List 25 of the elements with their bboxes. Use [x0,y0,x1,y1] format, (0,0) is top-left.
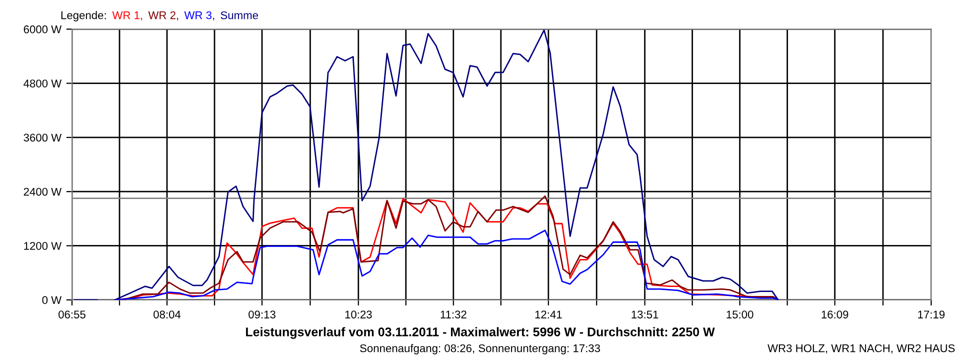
y-tick-label: 4800 W [24,80,62,88]
y-tick-label: 2400 W [24,188,62,196]
y-tick-label: 3600 W [24,134,62,142]
x-tick-label: 06:55 [58,310,86,318]
text: WR 2, [148,11,178,20]
x-tick-label: 09:13 [248,310,276,318]
x-tick-label: 10:23 [345,310,372,318]
x-tick-label: 13:51 [632,310,658,318]
y-tick-label: 1200 W [24,242,62,250]
x-tick-label: 17:19 [918,310,945,318]
line-series [114,230,779,300]
legend-title: Legende: [61,11,106,22]
text: Leistungsverlauf vom 03.11.2011 - Maximalwert: 5996 W - Durchschnitt: 2250 W [246,327,715,339]
x-tick-label: 12:41 [535,310,562,318]
text: WR 1, [112,11,142,20]
text: Sonnenaufgang: 08:26, Sonnenuntergang: 17:33 [360,344,600,354]
text: WR 3, [184,11,214,20]
x-tick-label: 08:04 [154,310,181,318]
y-tick-label: 0 W [42,296,62,304]
x-tick-label: 16:09 [822,310,848,318]
x-tick-label: 15:00 [726,310,754,318]
y-tick-label: 6000 W [24,25,62,34]
text: WR3 HOLZ, WR1 NACH, WR2 HAUS [768,344,955,354]
x-tick-label: 11:32 [440,310,466,318]
text: Summe [220,11,258,20]
